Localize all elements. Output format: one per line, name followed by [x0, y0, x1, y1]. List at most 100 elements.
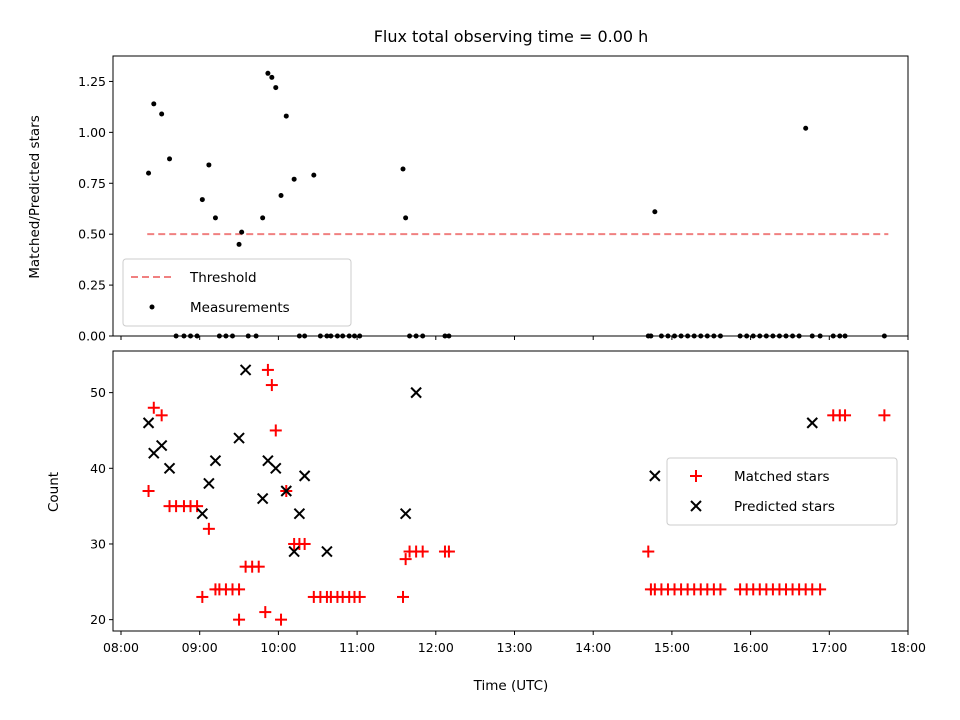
- measurement-point: [236, 241, 242, 247]
- predicted-star-point: [196, 507, 209, 520]
- matched-star-point: [839, 409, 852, 422]
- predicted-star-point: [155, 439, 168, 452]
- top-plot-panel: Flux total observing time = 0.00 h 0.000…: [27, 27, 909, 344]
- x-tick-label: 17:00: [811, 640, 847, 655]
- top-y-tick-label: 0.75: [78, 176, 106, 191]
- measurement-point: [311, 172, 317, 178]
- legend-predicted-marker: [690, 500, 702, 512]
- predicted-star-point: [233, 432, 245, 444]
- top-x-axis-ticks: [120, 336, 909, 340]
- matched-star-point: [397, 590, 410, 603]
- measurement-point: [212, 215, 218, 221]
- matched-star-point: [814, 583, 827, 596]
- top-legend: Threshold Measurements: [122, 258, 352, 327]
- predicted-star-point: [270, 462, 282, 475]
- predicted-star-point: [280, 485, 292, 497]
- predicted-star-point: [163, 462, 176, 475]
- top-y-tick-label: 0.50: [78, 227, 106, 242]
- matched-star-point: [878, 409, 891, 422]
- matched-star-point: [233, 583, 246, 596]
- matched-star-point: [265, 379, 278, 392]
- matched-star-point: [252, 560, 265, 573]
- matched-star-point: [399, 553, 412, 566]
- measurement-point: [265, 70, 271, 76]
- predicted-star-point: [399, 507, 412, 520]
- measurement-point: [199, 197, 205, 203]
- measurement-point: [239, 229, 245, 235]
- x-tick-label: 08:00: [103, 640, 139, 655]
- predicted-star-point: [410, 386, 422, 399]
- bottom-plot-frame: [112, 350, 909, 632]
- x-tick-label: 18:00: [890, 640, 926, 655]
- x-tick-label: 11:00: [339, 640, 375, 655]
- predicted-star-point: [209, 455, 222, 467]
- matched-star-point: [259, 606, 272, 619]
- predicted-star-point: [649, 470, 661, 482]
- measurement-point: [803, 125, 809, 131]
- top-legend-box: [122, 258, 352, 327]
- bottom-y-axis-label: Count: [46, 472, 62, 512]
- matched-star-point: [442, 545, 455, 558]
- matched-star-point: [202, 522, 215, 535]
- bottom-x-axis-ticks: 08:00 09:00 10:00 11:00 12:00 13:00 14:00 15:00…: [103, 631, 926, 655]
- x-tick-label: 14:00: [575, 640, 611, 655]
- x-tick-label: 16:00: [733, 640, 769, 655]
- top-y-tick-label: 1.25: [78, 74, 106, 89]
- bottom-y-tick-label: 30: [90, 536, 106, 551]
- legend-predicted-label: Predicted stars: [734, 499, 835, 515]
- x-tick-label: 13:00: [496, 640, 532, 655]
- predicted-star-point: [142, 417, 155, 429]
- predicted-star-point: [256, 492, 269, 505]
- bottom-y-tick-label: 50: [90, 385, 106, 400]
- top-y-tick-label: 1.00: [78, 125, 106, 140]
- top-y-axis-label: Matched/Predicted stars: [27, 115, 43, 278]
- bottom-plot-panel: 20 30 40 50 Count 08:00 09:00 10:00 11:00 12:00…: [46, 350, 926, 694]
- matched-star-point: [353, 590, 366, 603]
- matched-star-point: [155, 409, 168, 422]
- measurement-point: [291, 176, 297, 182]
- bottom-y-tick-label: 40: [90, 461, 106, 476]
- top-y-tick-label: 0.25: [78, 278, 106, 293]
- top-y-tick-label: 0.00: [78, 329, 106, 344]
- bottom-legend: Matched stars Predicted stars: [666, 457, 898, 526]
- predicted-star-point: [203, 477, 215, 490]
- matched-star-point: [714, 583, 727, 596]
- top-y-axis-ticks: 0.00 0.25 0.50 0.75 1.00 1.25: [78, 74, 113, 344]
- chart-title: Flux total observing time = 0.00 h: [374, 27, 649, 46]
- bottom-legend-box: [666, 457, 898, 526]
- measurement-point: [167, 156, 173, 162]
- matched-star-point: [142, 485, 155, 497]
- matched-stars-series: [142, 363, 891, 626]
- predicted-star-point: [293, 507, 306, 520]
- matched-star-point: [233, 613, 246, 626]
- measurement-point: [260, 215, 266, 221]
- measurement-point: [403, 215, 409, 221]
- matched-star-point: [191, 500, 204, 513]
- measurement-point: [400, 166, 406, 172]
- measurement-point: [206, 162, 212, 168]
- measurement-point: [652, 209, 658, 215]
- measurement-point: [283, 113, 289, 119]
- measurement-point: [151, 101, 157, 107]
- measurement-point: [146, 170, 152, 176]
- matched-star-point: [416, 545, 429, 558]
- predicted-star-point: [298, 470, 311, 482]
- legend-matched-label: Matched stars: [734, 469, 830, 485]
- x-tick-label: 15:00: [654, 640, 690, 655]
- x-tick-label: 10:00: [260, 640, 296, 655]
- measurement-point: [278, 192, 284, 198]
- measurement-point: [273, 85, 279, 91]
- predicted-star-point: [806, 417, 818, 429]
- legend-matched-marker: [690, 470, 702, 482]
- matched-star-point: [147, 401, 160, 414]
- legend-measurements-marker: [149, 304, 155, 310]
- matched-star-point: [196, 590, 209, 603]
- x-tick-label: 09:00: [182, 640, 218, 655]
- bottom-y-axis-ticks: 20 30 40 50: [90, 385, 113, 627]
- matched-star-point: [275, 613, 288, 626]
- predicted-star-point: [288, 545, 300, 558]
- predicted-star-point: [239, 364, 252, 376]
- legend-measurements-label: Measurements: [190, 300, 290, 316]
- predicted-stars-series: [142, 364, 818, 558]
- matched-star-point: [261, 363, 274, 376]
